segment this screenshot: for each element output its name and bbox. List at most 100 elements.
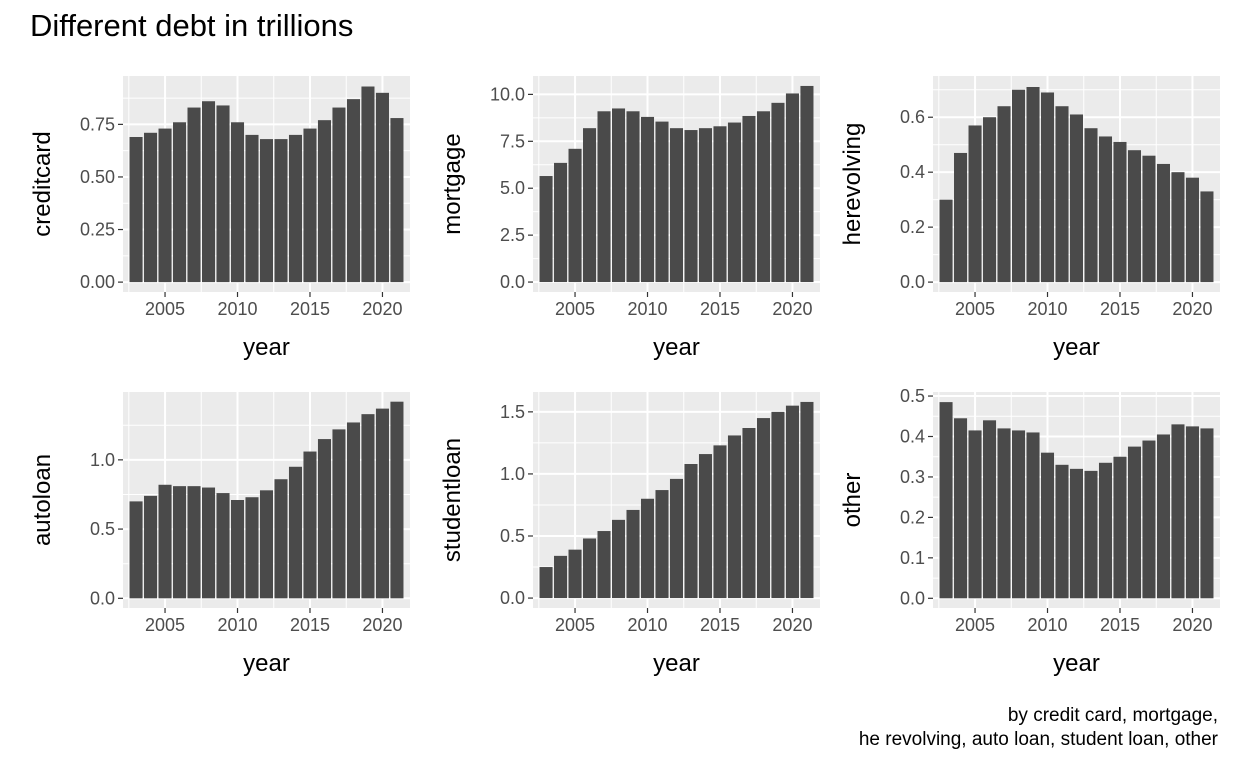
bar-2011 — [245, 497, 259, 599]
bar-2008 — [1011, 89, 1026, 283]
y-tick-label: 0.2 — [900, 507, 925, 527]
bar-2009 — [216, 493, 230, 599]
panel-studentloan: 0.0 0.5 1.0 1.5 2005 2010 2015 2020 year studentl… — [439, 392, 820, 677]
y-tick-label: 0.3 — [900, 467, 925, 487]
y-tick-label: 0.5 — [90, 519, 115, 539]
bar-2004 — [954, 418, 968, 599]
bar-2021 — [800, 401, 814, 599]
x-tick-label: 2010 — [1027, 615, 1067, 635]
bar-2021 — [390, 118, 404, 283]
y-tick-label: 0.1 — [900, 548, 925, 568]
bar-2019 — [361, 86, 375, 283]
bar-2015 — [713, 445, 727, 599]
bar-2006 — [983, 420, 997, 599]
bar-2016 — [727, 435, 742, 599]
y-tick-label: 5.0 — [500, 178, 525, 198]
y-tick-label: 0.4 — [900, 426, 925, 446]
y-tick-label: 2.5 — [500, 225, 525, 245]
bar-2016 — [317, 439, 332, 599]
x-axis-title: year — [243, 650, 290, 677]
bar-2015 — [303, 128, 317, 283]
y-tick-label: 0.5 — [500, 526, 525, 546]
bar-2006 — [173, 122, 187, 283]
bar-2019 — [1171, 424, 1185, 599]
bar-2018 — [346, 99, 360, 283]
y-tick-label: 0.00 — [80, 272, 115, 292]
y-tick-label: 0.75 — [80, 114, 115, 134]
panel-other: 0.0 0.1 0.2 0.3 0.4 0.5 2005 2010 2015 2020 year ot… — [839, 386, 1220, 677]
bar-2014 — [288, 134, 303, 283]
panel-mortgage: 0.0 2.5 5.0 7.5 10.0 2005 2010 2015 2020 year mort… — [439, 76, 820, 361]
y-tick-label: 1.5 — [500, 402, 525, 422]
x-axis-title: year — [653, 334, 700, 361]
chart-title: Different debt in trillions — [30, 8, 354, 43]
bar-2007 — [597, 531, 611, 599]
y-tick-label: 1.0 — [90, 450, 115, 470]
bar-2016 — [317, 120, 332, 283]
bar-2004 — [144, 495, 158, 599]
bar-2013 — [1084, 128, 1098, 283]
bar-2018 — [1156, 434, 1170, 599]
x-tick-label: 2015 — [290, 615, 330, 635]
bar-2003 — [129, 136, 143, 283]
bar-2014 — [1098, 462, 1113, 599]
bar-2021 — [800, 85, 814, 283]
bar-2009 — [1026, 432, 1040, 599]
bar-2012 — [259, 490, 274, 599]
bar-2017 — [742, 115, 756, 283]
x-tick-label: 2010 — [1027, 299, 1067, 319]
panel-herevolving: 0.0 0.2 0.4 0.6 2005 2010 2015 2020 year herevolv… — [839, 76, 1220, 361]
bar-2011 — [655, 121, 669, 283]
bar-2012 — [1069, 114, 1084, 283]
caption-line-2: he revolving, auto loan, student loan, o… — [858, 729, 1218, 750]
bar-2008 — [1011, 430, 1026, 599]
bar-2014 — [698, 454, 713, 599]
bar-2008 — [611, 519, 626, 599]
x-tick-label: 2005 — [555, 299, 595, 319]
bar-2006 — [173, 486, 187, 599]
bar-2007 — [187, 486, 201, 599]
x-axis-title: year — [243, 334, 290, 361]
bar-2020 — [375, 92, 389, 283]
y-axis-title: herevolving — [839, 123, 866, 246]
bar-2021 — [1200, 428, 1214, 599]
bar-2010 — [1040, 452, 1055, 599]
bar-2004 — [554, 555, 568, 599]
bar-2003 — [539, 176, 553, 283]
y-tick-label: 1.0 — [500, 464, 525, 484]
bar-2018 — [346, 422, 360, 599]
x-tick-label: 2010 — [627, 299, 667, 319]
x-tick-label: 2015 — [1100, 299, 1140, 319]
bar-2005 — [158, 128, 172, 283]
y-tick-label: 0.4 — [900, 162, 925, 182]
y-tick-label: 0.0 — [90, 588, 115, 608]
caption-line-1: by credit card, mortgage, — [1007, 705, 1218, 726]
y-tick-label: 0.0 — [900, 272, 925, 292]
bar-2010 — [640, 116, 655, 283]
x-axis-title: year — [653, 650, 700, 677]
bar-2020 — [375, 408, 389, 599]
bar-2014 — [698, 128, 713, 283]
bar-2017 — [742, 428, 756, 599]
bar-2008 — [611, 108, 626, 283]
bar-2019 — [361, 414, 375, 599]
bar-2013 — [1084, 470, 1098, 599]
bar-2007 — [597, 111, 611, 283]
bar-2015 — [713, 126, 727, 283]
x-tick-label: 2005 — [145, 615, 185, 635]
x-tick-label: 2020 — [772, 615, 812, 635]
x-tick-label: 2020 — [362, 299, 402, 319]
x-tick-label: 2020 — [772, 299, 812, 319]
bar-2008 — [201, 487, 216, 599]
x-tick-label: 2015 — [700, 299, 740, 319]
bar-2015 — [1113, 141, 1127, 283]
y-axis-title: autoloan — [29, 454, 56, 546]
bar-2011 — [1055, 464, 1069, 599]
bar-2020 — [785, 93, 799, 283]
bar-2012 — [669, 128, 684, 283]
bar-2013 — [684, 464, 698, 599]
bar-2014 — [288, 466, 303, 599]
y-tick-label: 0.2 — [900, 217, 925, 237]
bar-2005 — [158, 484, 172, 599]
bar-2010 — [1040, 92, 1055, 283]
